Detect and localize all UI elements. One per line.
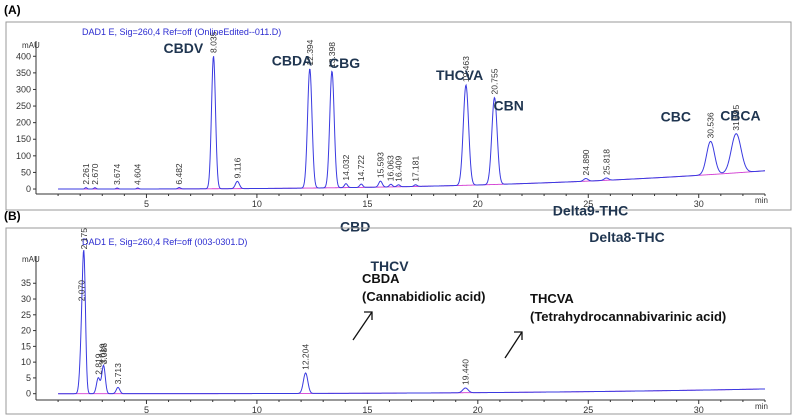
peak-rt-label: 14.032 <box>341 154 351 180</box>
y-tick-label: 300 <box>16 84 31 94</box>
peak-rt-label: 9.116 <box>232 157 242 178</box>
y-tick-label: 0 <box>26 184 31 194</box>
y-tick-label: 10 <box>21 357 31 367</box>
panel-b-header: DAD1 E, Sig=260,4 Ref=off (003-0301.D) <box>82 237 247 247</box>
arrow-cbda <box>352 311 373 341</box>
peak-rt-label: 24.890 <box>581 149 591 175</box>
peak-rt-label: 12.204 <box>301 344 311 370</box>
compound-label: CBD <box>340 219 370 235</box>
x-tick-label: 30 <box>694 199 704 209</box>
peak-rt-label: 14.722 <box>356 155 366 181</box>
panel-b-label: (B) <box>4 209 21 223</box>
compound-label-thcva: THCVA <box>530 291 574 306</box>
signal-trace <box>58 250 766 395</box>
x-tick-label: 15 <box>362 405 372 415</box>
peak-rt-label: 31.695 <box>731 104 741 130</box>
compound-label: CBDV <box>164 40 204 56</box>
peak-rt-label: 2.670 <box>90 163 100 185</box>
x-tick-label: 15 <box>362 199 372 209</box>
signal-trace <box>58 56 766 190</box>
peak-rt-label: 3.674 <box>112 163 122 185</box>
panel-a: (A) DAD1 E, Sig=260,4 Ref=off (OnlineEdi… <box>4 3 792 274</box>
peak-rt-label: 2.175 <box>79 228 89 250</box>
y-tick-label: 250 <box>16 101 31 111</box>
panel-b-ylabel: mAU <box>22 255 40 264</box>
x-tick-label: 20 <box>473 405 483 415</box>
y-tick-label: 200 <box>16 118 31 128</box>
peak-rt-label: 3.086 <box>99 343 109 365</box>
y-tick-label: 350 <box>16 68 31 78</box>
compound-label: Delta8-THC <box>589 229 664 245</box>
peak-rt-label: 16.409 <box>393 156 403 182</box>
compound-fullname-thcva: (Tetrahydrocannabivarinic acid) <box>530 309 726 324</box>
peak-rt-label: 25.818 <box>601 149 611 175</box>
panel-a-ylabel: mAU <box>22 41 40 50</box>
y-tick-label: 400 <box>16 51 31 61</box>
y-tick-label: 0 <box>26 389 31 399</box>
panel-b-xlabel: min <box>755 402 768 411</box>
panel-b: (B) DAD1 E, Sig=260,4 Ref=off (003-0301.… <box>4 209 792 415</box>
panel-a-frame <box>5 21 792 211</box>
peak-rt-label: 17.181 <box>410 155 420 181</box>
compound-fullname-cbda: (Cannabidiolic acid) <box>362 289 486 304</box>
compound-label: CBN <box>494 98 524 114</box>
peak-rt-label: 4.604 <box>133 163 143 185</box>
y-tick-label: 20 <box>21 326 31 336</box>
y-tick-label: 35 <box>21 278 31 288</box>
compound-label: CBDA <box>272 53 312 69</box>
x-tick-label: 10 <box>252 405 262 415</box>
peak-rt-label: 19.440 <box>460 359 470 385</box>
y-tick-label: 25 <box>21 310 31 320</box>
y-tick-label: 100 <box>16 151 31 161</box>
x-tick-label: 25 <box>583 199 593 209</box>
peak-rt-label: 12.394 <box>305 39 315 65</box>
arrow-thcva <box>504 331 523 359</box>
peak-rt-label: 15.593 <box>376 152 386 178</box>
y-tick-label: 150 <box>16 134 31 144</box>
x-tick-label: 5 <box>144 405 149 415</box>
compound-label: CBG <box>329 55 360 71</box>
peak-rt-label: 19.463 <box>461 56 471 82</box>
panel-a-label: (A) <box>4 3 21 17</box>
x-tick-label: 20 <box>473 199 483 209</box>
x-tick-label: 30 <box>694 405 704 415</box>
y-tick-label: 30 <box>21 294 31 304</box>
compound-label: Delta9-THC <box>553 203 628 219</box>
panel-a-header: DAD1 E, Sig=260,4 Ref=off (OnlineEdited-… <box>82 27 281 37</box>
peak-rt-label: 13.398 <box>327 42 337 68</box>
x-tick-label: 25 <box>583 405 593 415</box>
peak-rt-label: 30.536 <box>706 112 716 138</box>
peak-rt-label: 2.261 <box>81 163 91 185</box>
peak-rt-label: 8.035 <box>209 31 219 53</box>
peak-rt-label: 6.482 <box>174 163 184 185</box>
y-tick-label: 50 <box>21 167 31 177</box>
compound-label: THCVA <box>436 67 483 83</box>
peak-rt-label: 2.070 <box>77 280 87 302</box>
peak-rt-label: 20.755 <box>490 68 500 94</box>
compound-label: CBCA <box>720 108 760 124</box>
peak-rt-label: 3.713 <box>113 363 123 385</box>
peak-rt-label: 16.063 <box>386 155 396 181</box>
panel-a-xlabel: min <box>755 196 768 205</box>
y-tick-label: 15 <box>21 341 31 351</box>
compound-label: CBC <box>661 108 691 124</box>
y-tick-label: 5 <box>26 373 31 383</box>
x-tick-label: 10 <box>252 199 262 209</box>
peak-rt-label: 2.819 <box>93 353 103 375</box>
compound-label: THCV <box>371 258 410 274</box>
compound-label-cbda: CBDA <box>362 271 400 286</box>
arrow-thcva-head <box>514 331 523 340</box>
peak-rt-label: 3.019 <box>98 343 108 365</box>
panel-b-frame <box>5 227 792 415</box>
arrow-cbda-head <box>364 311 373 320</box>
x-tick-label: 5 <box>144 199 149 209</box>
